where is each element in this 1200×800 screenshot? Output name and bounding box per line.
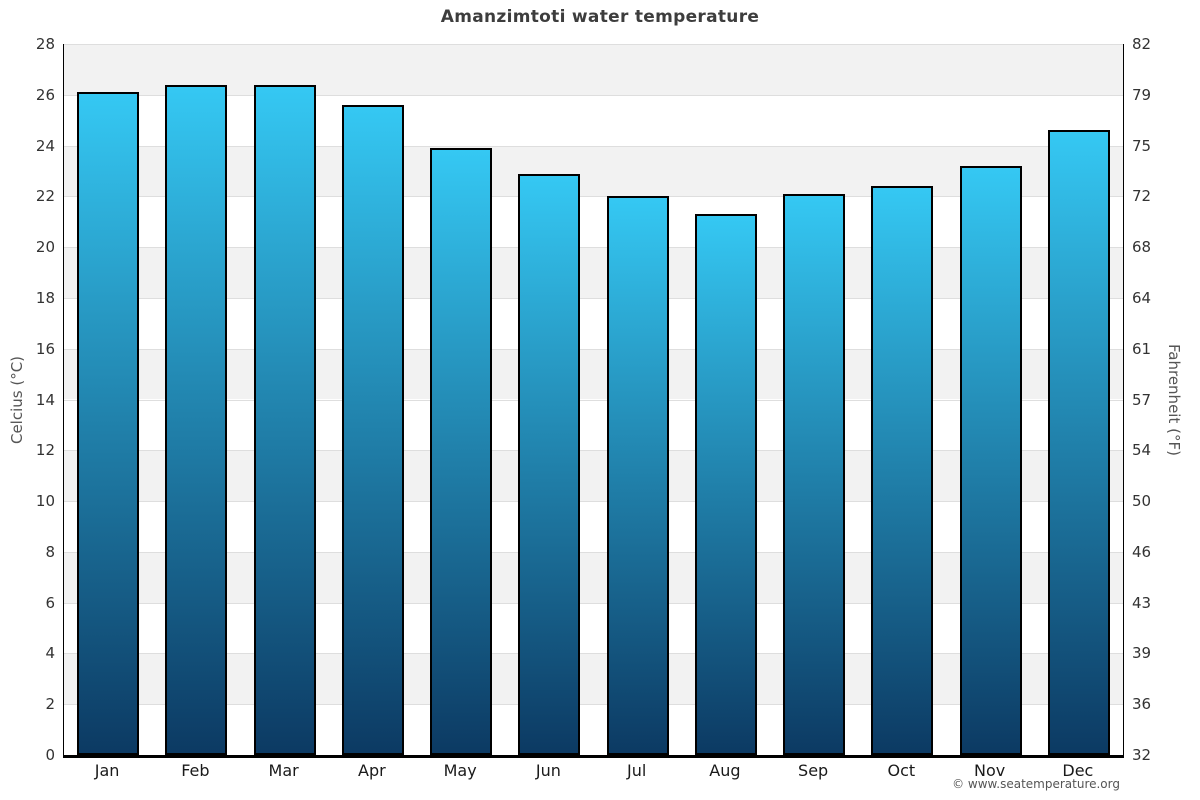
y-tick-fahrenheit-36: 36 <box>1132 695 1152 714</box>
y-tick-fahrenheit-39: 39 <box>1132 644 1152 663</box>
y-tick-celsius-4: 4 <box>45 644 55 663</box>
background-band <box>64 501 1123 552</box>
y-tick-fahrenheit-75: 75 <box>1132 136 1152 155</box>
y-tick-celsius-10: 10 <box>35 492 55 511</box>
y-tick-celsius-24: 24 <box>35 136 55 155</box>
y-tick-fahrenheit-57: 57 <box>1132 390 1152 409</box>
background-band <box>64 297 1123 349</box>
y-tick-celsius-2: 2 <box>45 695 55 714</box>
y-tick-fahrenheit-79: 79 <box>1132 85 1152 104</box>
bar-dec <box>1047 130 1110 755</box>
x-tick-dec: Dec <box>1062 761 1094 780</box>
bar-sep <box>783 193 846 755</box>
y-tick-celsius-8: 8 <box>45 542 55 561</box>
background-band <box>64 653 1123 705</box>
gridline <box>64 348 1123 350</box>
x-tick-apr: Apr <box>358 761 386 780</box>
x-tick-nov: Nov <box>974 761 1006 780</box>
plot-area <box>63 44 1124 758</box>
background-band <box>64 44 1123 95</box>
background-band <box>64 551 1123 603</box>
y-tick-fahrenheit-46: 46 <box>1132 542 1152 561</box>
bar-nov <box>959 165 1022 755</box>
bar-feb <box>165 84 228 755</box>
y-tick-fahrenheit-72: 72 <box>1132 187 1152 206</box>
background-band <box>64 196 1123 248</box>
x-tick-aug: Aug <box>709 761 741 780</box>
y-tick-fahrenheit-68: 68 <box>1132 238 1152 257</box>
y-tick-celsius-18: 18 <box>35 288 55 307</box>
x-tick-jul: Jul <box>626 761 647 780</box>
gridline <box>64 653 1123 655</box>
background-band <box>64 247 1123 298</box>
y-tick-celsius-20: 20 <box>35 238 55 257</box>
bar-may <box>430 148 493 755</box>
gridline <box>64 501 1123 503</box>
gridline <box>64 551 1123 553</box>
gridline <box>64 145 1123 147</box>
background-band <box>64 94 1123 146</box>
y-tick-celsius-22: 22 <box>35 187 55 206</box>
background-band <box>64 450 1123 502</box>
y-tick-celsius-28: 28 <box>35 35 55 53</box>
background-band <box>64 145 1123 197</box>
gridline <box>64 399 1123 401</box>
y-tick-celsius-0: 0 <box>45 746 55 764</box>
y-tick-fahrenheit-43: 43 <box>1132 593 1152 612</box>
x-tick-mar: Mar <box>268 761 299 780</box>
gridline <box>64 94 1123 96</box>
background-band <box>64 399 1123 451</box>
y-tick-celsius-14: 14 <box>35 390 55 409</box>
x-tick-oct: Oct <box>887 761 916 780</box>
y-tick-fahrenheit-32: 32 <box>1132 746 1152 764</box>
bar-jun <box>518 173 581 755</box>
y-tick-celsius-12: 12 <box>35 441 55 460</box>
copyright-text: © www.seatemperature.org <box>952 777 1120 791</box>
y-tick-fahrenheit-64: 64 <box>1132 288 1152 307</box>
background-band <box>64 602 1123 654</box>
gridline <box>64 450 1123 452</box>
y-tick-celsius-6: 6 <box>45 593 55 612</box>
gridline <box>64 44 1123 45</box>
gridline <box>64 297 1123 299</box>
gridline <box>64 247 1123 249</box>
x-tick-sep: Sep <box>798 761 829 780</box>
background-band <box>64 348 1123 400</box>
gridline <box>64 196 1123 198</box>
bar-jul <box>606 196 669 755</box>
x-tick-feb: Feb <box>181 761 210 780</box>
y-tick-fahrenheit-61: 61 <box>1132 339 1152 358</box>
y-tick-fahrenheit-82: 82 <box>1132 35 1152 53</box>
bar-apr <box>341 104 404 755</box>
x-tick-jan: Jan <box>94 761 120 780</box>
chart-title: Amanzimtoti water temperature <box>440 7 760 27</box>
bar-jan <box>77 92 140 755</box>
bar-aug <box>694 214 757 755</box>
x-tick-may: May <box>443 761 477 780</box>
background-band <box>64 704 1123 755</box>
gridline <box>64 602 1123 604</box>
y-tick-fahrenheit-54: 54 <box>1132 441 1152 460</box>
y-tick-celsius-16: 16 <box>35 339 55 358</box>
gridline <box>64 704 1123 706</box>
bar-mar <box>253 84 316 755</box>
x-tick-jun: Jun <box>535 761 561 780</box>
y-tick-fahrenheit-50: 50 <box>1132 492 1152 511</box>
bar-oct <box>871 186 934 755</box>
y-tick-celsius-26: 26 <box>35 85 55 104</box>
